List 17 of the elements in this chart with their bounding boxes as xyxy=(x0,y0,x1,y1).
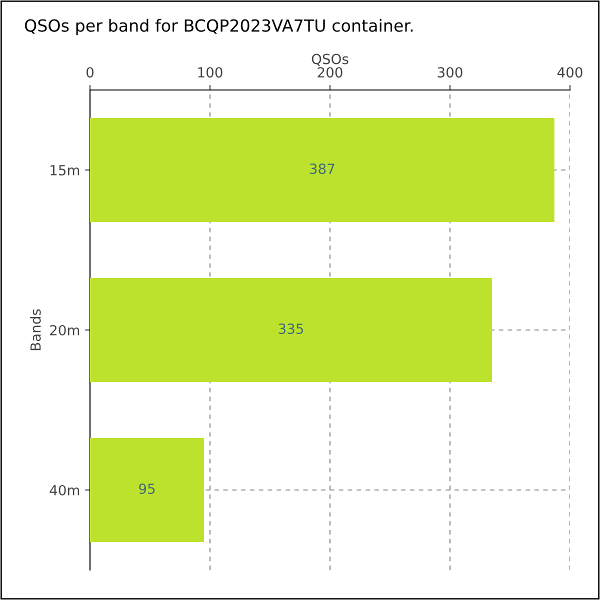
x-tick-label: 200 xyxy=(318,67,342,78)
x-tick-label: 100 xyxy=(198,67,222,78)
x-axis-title: QSOs xyxy=(312,54,348,66)
data-label: 335 xyxy=(278,324,304,334)
y-tick-label: 15m xyxy=(50,165,80,176)
bar xyxy=(90,438,204,542)
y-axis-title: Bands xyxy=(30,309,41,350)
data-label: 387 xyxy=(310,164,334,174)
data-label: 95 xyxy=(139,484,155,494)
x-tick-label: 400 xyxy=(557,67,582,78)
x-tick-label: 0 xyxy=(86,67,94,78)
y-tick-label: 40m xyxy=(50,484,80,496)
bar xyxy=(90,278,492,382)
bar xyxy=(90,118,554,222)
chart-title: QSOs per band for BCQP2023VA7TU container. xyxy=(24,18,413,36)
y-tick-label: 20m xyxy=(50,324,80,336)
x-tick-label: 300 xyxy=(438,67,462,78)
